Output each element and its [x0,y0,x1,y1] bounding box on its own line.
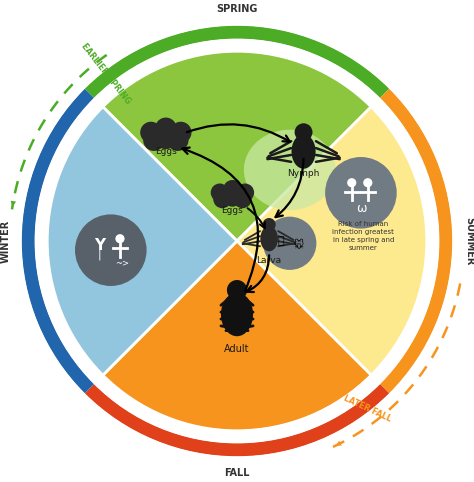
Ellipse shape [244,130,336,210]
Circle shape [75,214,146,286]
Circle shape [325,157,397,228]
Wedge shape [102,241,372,431]
Text: Risk of human
infection greatest
in late spring and
summer: Risk of human infection greatest in late… [332,221,394,252]
Circle shape [263,218,276,231]
Circle shape [263,217,317,270]
Text: Eggs: Eggs [221,206,243,215]
Circle shape [233,190,252,208]
Wedge shape [380,241,452,393]
Wedge shape [85,26,389,98]
Text: SUMMER: SUMMER [464,217,474,265]
Text: Adult: Adult [224,344,250,354]
Circle shape [363,178,373,187]
Wedge shape [380,89,452,241]
Text: Nymph: Nymph [287,169,320,177]
Ellipse shape [221,293,253,336]
Text: ω: ω [356,202,366,215]
Circle shape [155,128,177,149]
Circle shape [143,130,164,151]
Circle shape [347,178,356,187]
Circle shape [140,122,162,143]
Circle shape [213,190,231,208]
Text: FALL: FALL [224,468,250,478]
Wedge shape [237,107,428,375]
Circle shape [155,118,177,139]
Circle shape [170,122,191,143]
Wedge shape [22,89,94,393]
Text: 🐦: 🐦 [277,236,284,246]
Text: Eggs: Eggs [155,147,177,156]
Circle shape [223,180,241,198]
Text: 🐭: 🐭 [293,241,303,251]
Circle shape [223,188,241,207]
Text: WINTER: WINTER [0,219,10,263]
Text: SPRING: SPRING [216,4,258,14]
Circle shape [227,280,247,300]
Circle shape [115,234,125,243]
Ellipse shape [292,134,316,169]
Text: Larva: Larva [256,256,282,265]
Circle shape [236,184,254,201]
Text: Y: Y [94,238,105,253]
Wedge shape [85,384,389,456]
Circle shape [211,184,229,201]
Circle shape [295,123,312,141]
Ellipse shape [260,226,278,251]
Wedge shape [46,107,237,375]
Circle shape [167,130,189,151]
Text: EARLIER SPRING: EARLIER SPRING [80,41,133,106]
Wedge shape [102,51,372,241]
Text: LATER FALL: LATER FALL [343,393,393,424]
Text: |: | [98,250,101,260]
Text: ~>: ~> [115,258,129,268]
